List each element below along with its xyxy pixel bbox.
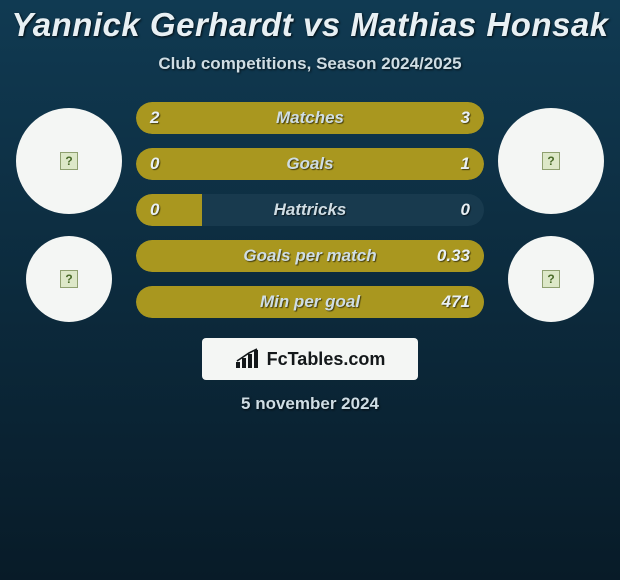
image-placeholder-icon: ? [60,270,78,288]
stat-left-value: 0 [150,200,159,220]
stat-bar: 2 Matches 3 [136,102,484,134]
stat-label: Hattricks [274,200,347,220]
stat-label: Min per goal [260,292,360,312]
left-side: ? ? [16,102,122,322]
player2-club-logo: ? [508,236,594,322]
image-placeholder-icon: ? [542,152,560,170]
stat-right-value: 0.33 [437,246,470,266]
stat-label: Matches [276,108,344,128]
stat-left-value: 0 [150,154,159,174]
stats-bars: 2 Matches 3 0 Goals 1 0 Hattricks 0 Goals per mat… [136,102,484,318]
stat-right-value: 0 [461,200,470,220]
stat-right-value: 471 [442,292,470,312]
page-title: Yannick Gerhardt vs Mathias Honsak [0,0,620,44]
stat-bar: 0 Hattricks 0 [136,194,484,226]
stat-right-value: 3 [461,108,470,128]
stat-bar-fill-left [136,194,202,226]
stat-bar: 0 Goals 1 [136,148,484,180]
stat-right-value: 1 [461,154,470,174]
player1-avatar: ? [16,108,122,214]
bars-icon [235,348,261,370]
player1-club-logo: ? [26,236,112,322]
stat-bar: Goals per match 0.33 [136,240,484,272]
image-placeholder-icon: ? [542,270,560,288]
content: Yannick Gerhardt vs Mathias Honsak Club … [0,0,620,580]
stat-bar-fill-right [202,148,484,180]
date: 5 november 2024 [0,394,620,414]
stat-label: Goals per match [243,246,376,266]
image-placeholder-icon: ? [60,152,78,170]
stat-label: Goals [286,154,333,174]
stat-bar: Min per goal 471 [136,286,484,318]
right-side: ? ? [498,102,604,322]
main-row: ? ? 2 Matches 3 0 Goals 1 0 Hattricks 0 Goals per… [0,102,620,322]
player2-avatar: ? [498,108,604,214]
stat-bar-fill-left [136,148,202,180]
subtitle: Club competitions, Season 2024/2025 [0,54,620,74]
stat-left-value: 2 [150,108,159,128]
brand-logo-text: FcTables.com [267,349,386,370]
brand-logo: FcTables.com [202,338,418,380]
